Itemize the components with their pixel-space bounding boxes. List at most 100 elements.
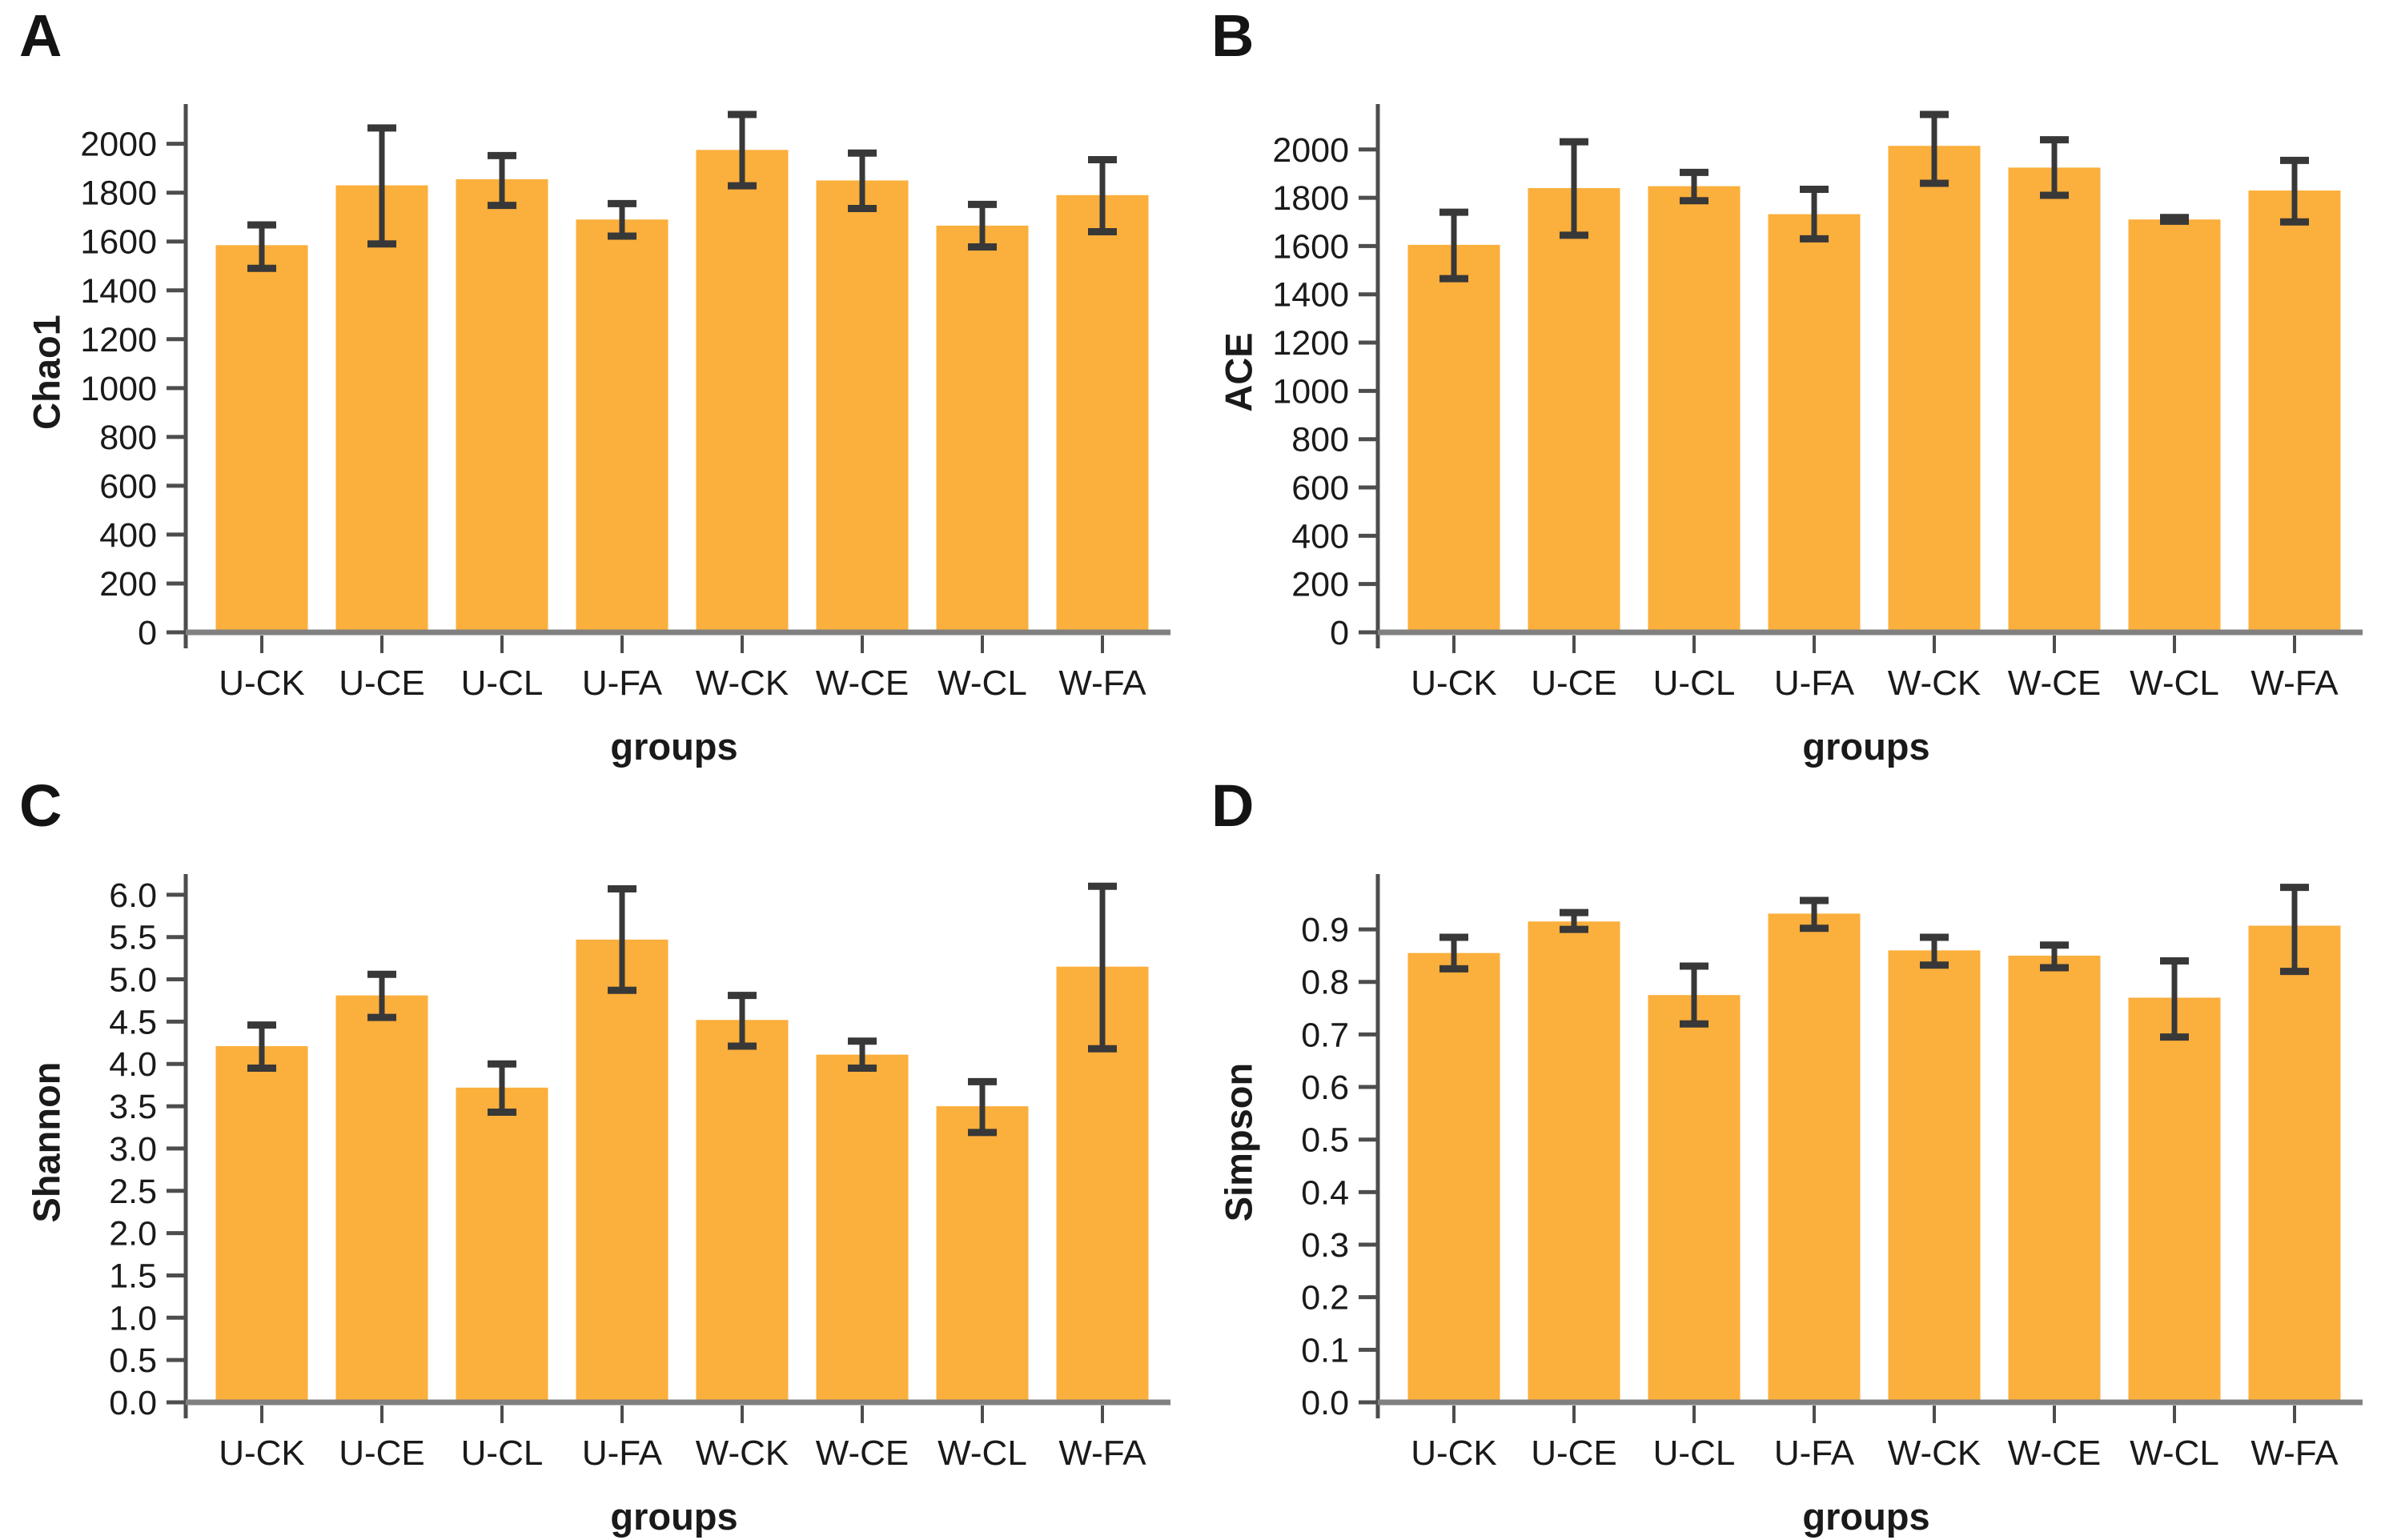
x-category-label-U-CE: U-CE [1531,1434,1617,1473]
chart-canvas-ace: 0 200 400 600 800 1000 1200 1400 1600 1800 2000 U-C… [1272,104,2363,703]
x-category-label-W-FA: W-FA [1058,664,1146,703]
y-tick-label: 2.5 [109,1173,157,1211]
error-bar-W-FA [1088,156,1117,236]
y-tick-label: 0.7 [1301,1016,1349,1054]
y-tick-label: 1800 [1272,179,1349,218]
x-category-label-U-CL: U-CL [461,1434,544,1473]
bar-W-CK [696,1020,789,1402]
y-tick-label: 1800 [80,174,157,213]
bar-W-CE [2008,167,2101,633]
error-bar-W-CK [728,110,757,190]
error-bar-U-CK [247,221,276,272]
bar-W-CL [936,225,1029,632]
y-tick-label: 600 [99,467,157,506]
x-category-label-W-FA: W-FA [1058,1434,1146,1473]
bar-W-CK [1888,146,1981,633]
x-category-label-W-CE: W-CE [2008,1434,2102,1473]
x-category-label-U-FA: U-FA [1774,664,1855,703]
bar-W-CK [696,150,789,632]
y-tick-label: 600 [1291,469,1349,507]
bar-W-CE [816,1054,909,1402]
bar-U-CE [335,185,428,632]
bar-W-FA [2248,190,2341,633]
error-bar-W-CK [728,992,757,1050]
y-tick-label: 1600 [1272,227,1349,266]
error-bar-W-CE [2040,941,2069,972]
bar-W-CK [1888,950,1981,1402]
y-axis-title-shannon: Shannon [25,1061,68,1223]
error-bar-U-CE [1560,908,1588,933]
x-axis-title-groups: groups [1802,1495,1930,1538]
x-axis-title-groups: groups [1802,725,1930,768]
error-bar-W-CL [968,200,997,251]
panel-ace: 0 200 400 600 800 1000 1200 1400 1600 1800 2000 U-C… [1192,0,2385,770]
error-bar-W-FA [2280,156,2309,226]
error-bar-W-CK [1920,933,1949,969]
y-axis-title-chao1: Chao1 [25,315,68,430]
y-tick-label: 1.5 [109,1257,157,1295]
bar-W-CL [2128,219,2221,632]
bar-W-FA [1056,195,1149,633]
y-tick-label: 1200 [1272,324,1349,363]
panel-shannon: 0.0 0.5 1.0 1.5 2.0 2.5 3.0 3.5 4.0 4.5 5.0 5.5 6.0 U… [0,770,1192,1540]
bar-W-FA [2248,925,2341,1402]
bar-W-CL [936,1106,1029,1402]
bar-U-FA [1768,913,1861,1402]
error-bar-U-CL [488,1060,516,1116]
y-axis-title-ace: ACE [1217,332,1260,412]
error-bar-U-FA [608,884,636,994]
x-category-label-U-CK: U-CK [1411,1434,1497,1473]
error-bar-W-CL [2160,214,2189,225]
y-tick-label: 200 [99,565,157,604]
bar-W-CE [816,180,909,632]
x-category-label-W-CE: W-CE [2008,664,2102,703]
y-tick-label: 2.0 [109,1215,157,1253]
x-category-label-W-CK: W-CK [696,1434,789,1473]
bar-U-CK [1407,952,1500,1402]
bar-U-FA [1768,214,1861,632]
panel-letter-a: A [19,2,62,69]
y-tick-label: 1000 [1272,372,1349,411]
y-tick-label: 0.1 [1301,1331,1349,1370]
panel-letter-b: B [1211,2,1255,69]
bar-U-CL [456,1087,548,1402]
y-tick-label: 3.5 [109,1088,157,1126]
y-tick-label: 0.8 [1301,964,1349,1002]
error-bar-U-CL [488,151,516,210]
error-bar-U-CK [1439,208,1468,283]
y-tick-label: 0.2 [1301,1279,1349,1317]
chart-canvas-simpson: 0.0 0.1 0.2 0.3 0.4 0.5 0.6 0.7 0.8 0.9 U-CK U-CE U-… [1301,874,2363,1473]
bar-U-CE [335,995,428,1402]
error-bar-U-FA [1800,186,1829,243]
y-tick-label: 3.0 [109,1130,157,1169]
bar-U-CE [1528,921,1620,1402]
y-tick-label: 0.3 [1301,1226,1349,1265]
x-category-label-W-CE: W-CE [816,664,909,703]
y-tick-label: 5.0 [109,961,157,1000]
y-tick-label: 0.4 [1301,1173,1349,1212]
x-category-label-W-FA: W-FA [2250,664,2339,703]
x-category-label-U-CL: U-CL [1653,1434,1736,1473]
x-axis-title-groups: groups [610,725,738,768]
panel-letter-d: D [1211,772,1255,839]
x-category-label-W-CL: W-CL [938,664,1027,703]
y-tick-label: 4.5 [109,1003,157,1041]
error-bar-U-CL [1680,962,1708,1028]
y-tick-label: 0.0 [1301,1384,1349,1422]
y-tick-label: 200 [1291,566,1349,604]
y-tick-label: 1400 [1272,276,1349,315]
y-axis-title-simpson: Simpson [1217,1062,1260,1222]
y-tick-label: 0.5 [109,1341,157,1380]
y-tick-label: 0.5 [1301,1121,1349,1160]
y-tick-label: 1400 [80,272,157,311]
y-tick-label: 4.0 [109,1045,157,1084]
y-tick-label: 400 [99,516,157,555]
y-tick-label: 0.6 [1301,1069,1349,1107]
bar-U-CL [1648,186,1741,632]
y-tick-label: 1600 [80,223,157,262]
bar-U-CE [1528,188,1620,632]
x-category-label-U-CK: U-CK [219,664,305,703]
y-tick-label: 2000 [80,126,157,164]
error-bar-U-FA [1800,896,1829,932]
